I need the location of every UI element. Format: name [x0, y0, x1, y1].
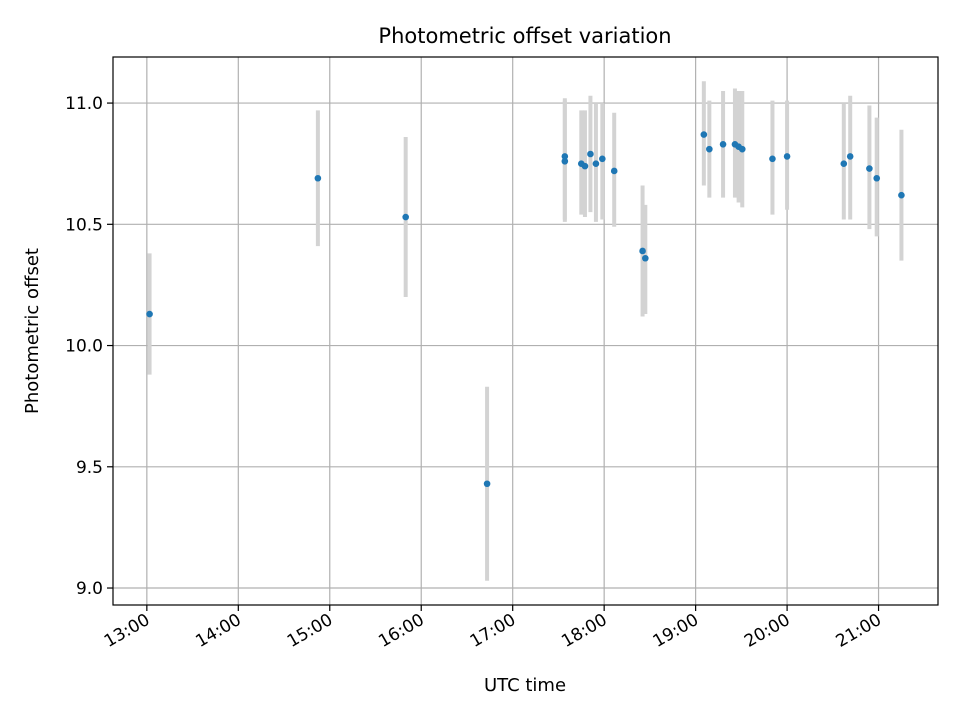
x-tick-label: 15:00	[284, 610, 336, 652]
data-point	[706, 145, 713, 153]
data-point	[402, 213, 409, 221]
data-point	[719, 140, 727, 148]
grid-lines	[113, 57, 938, 605]
data-point	[561, 157, 569, 165]
data-point	[873, 174, 881, 182]
x-tick-label: 17:00	[467, 610, 519, 652]
y-tick-label: 9.0	[76, 579, 103, 599]
y-tick-label: 11.0	[65, 94, 103, 114]
data-point	[769, 155, 776, 163]
x-tick-label: 14:00	[192, 610, 244, 652]
x-tick-label: 18:00	[558, 610, 610, 652]
data-point	[639, 247, 646, 255]
data-point	[592, 160, 600, 167]
data-point	[738, 145, 746, 153]
chart-title: Photometric offset variation	[378, 24, 671, 48]
y-tick-label: 10.5	[65, 215, 103, 235]
x-tick-label: 19:00	[650, 610, 702, 652]
plot-frame	[112, 56, 939, 606]
data-point	[483, 480, 491, 488]
data-point	[898, 191, 905, 199]
data-point	[642, 254, 649, 262]
data-points	[146, 131, 905, 488]
data-point	[561, 153, 569, 160]
x-tick-label: 20:00	[741, 610, 793, 652]
data-point	[581, 162, 589, 170]
data-point	[866, 165, 873, 172]
data-point	[587, 150, 594, 158]
data-point	[599, 155, 606, 163]
y-axis-ticks: 9.0 9.5 10.0 10.5 11.0	[65, 94, 113, 599]
data-point	[783, 153, 791, 160]
x-tick-label: 21:00	[833, 610, 885, 652]
y-axis-title: Photometric offset	[22, 248, 43, 414]
data-point	[840, 160, 848, 167]
data-point	[314, 174, 322, 182]
x-axis-ticks: 13:00 14:00 15:00 16:00 17:00 18:00 19:00 20:00…	[101, 605, 885, 652]
data-point	[146, 310, 153, 318]
data-point	[610, 167, 618, 175]
y-tick-label: 9.5	[76, 458, 103, 478]
y-tick-label: 10.0	[65, 337, 103, 357]
x-tick-label: 13:00	[101, 610, 153, 652]
data-point	[846, 153, 854, 160]
x-axis-title: UTC time	[484, 675, 566, 696]
x-tick-label: 16:00	[375, 610, 427, 652]
data-point	[700, 131, 708, 138]
